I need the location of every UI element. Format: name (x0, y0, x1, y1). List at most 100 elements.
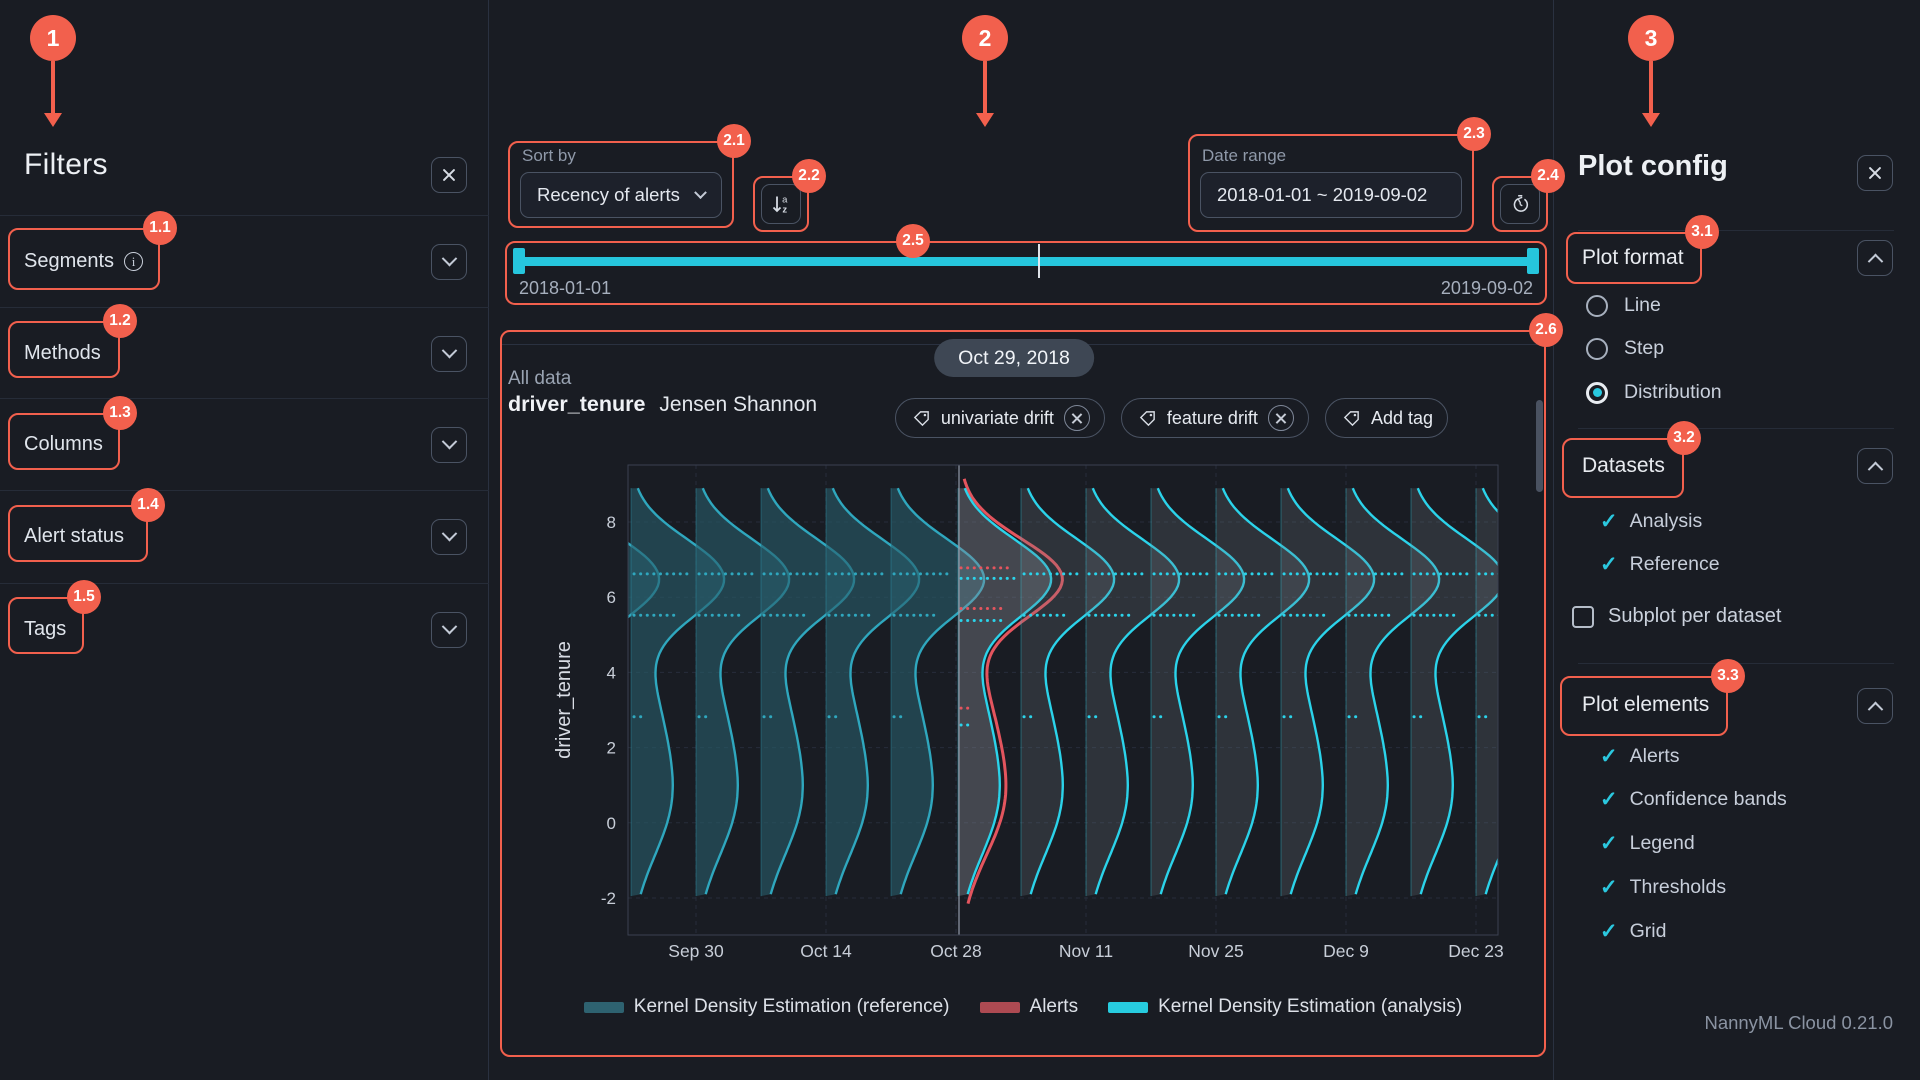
add-tag-button[interactable]: Add tag (1324, 398, 1448, 438)
annotation-badge-2.1: 2.1 (717, 124, 751, 158)
filters-panel: Filters Segments Methods Columns Alert s… (0, 0, 489, 1080)
radio-label: Step (1624, 337, 1665, 359)
dataset-reference-toggle[interactable]: ✓ Reference (1600, 553, 1720, 576)
tag-pill-univariate-drift[interactable]: univariate drift (894, 398, 1105, 438)
kde-violin (1085, 487, 1181, 897)
filter-section-segments[interactable]: Segments (0, 215, 489, 307)
date-range-input[interactable]: 2018-01-01 ~ 2019-09-02 (1200, 172, 1462, 218)
reset-date-range-button[interactable] (1500, 184, 1540, 224)
tags-expand-button[interactable] (431, 611, 467, 648)
check-label: Analysis (1629, 510, 1703, 532)
legend-item-analysis[interactable]: Kernel Density Estimation (analysis) (1108, 996, 1462, 1018)
plot-config-close-button[interactable] (1857, 155, 1893, 191)
sort-direction-button[interactable]: a z (761, 184, 801, 224)
sort-az-icon: a z (772, 195, 788, 216)
legend-label: Kernel Density Estimation (analysis) (1158, 996, 1463, 1017)
slider-handle-start[interactable] (513, 248, 525, 274)
slider-track[interactable] (518, 257, 1534, 266)
legend-swatch-analysis (1108, 1001, 1149, 1013)
dataset-analysis-toggle[interactable]: ✓ Analysis (1600, 510, 1702, 533)
plot-border (627, 464, 1499, 936)
element-grid-toggle[interactable]: ✓ Grid (1600, 920, 1666, 943)
tag-label: univariate drift (940, 407, 1054, 428)
element-thresholds-toggle[interactable]: ✓ Thresholds (1600, 876, 1726, 899)
filter-section-columns[interactable]: Columns (0, 398, 489, 490)
plot-elements-collapse-button[interactable] (1857, 688, 1893, 724)
history-reset-icon (1513, 194, 1529, 212)
filter-section-label: Tags (24, 618, 67, 640)
alert-status-expand-button[interactable] (431, 518, 467, 555)
chevron-down-icon (441, 250, 457, 267)
filter-section-alert-status[interactable]: Alert status (0, 490, 489, 582)
radio-icon[interactable] (1586, 294, 1608, 317)
chart-legend: Kernel Density Estimation (reference) Al… (500, 996, 1546, 1018)
metric-name: driver_tenure (508, 392, 646, 416)
kde-violins (628, 478, 1498, 904)
element-confidence-bands-toggle[interactable]: ✓ Confidence bands (1600, 788, 1787, 811)
slider-cursor[interactable] (1038, 244, 1041, 278)
tag-pill-feature-drift[interactable]: feature drift (1120, 398, 1309, 438)
x-tick-label: Nov 11 (1059, 941, 1113, 961)
radio-label: Distribution (1624, 381, 1722, 403)
plot-format-label: Plot format (1582, 246, 1684, 269)
legend-item-alerts[interactable]: Alerts (979, 996, 1078, 1018)
x-tick-label: Dec 23 (1448, 941, 1503, 961)
chevron-down-icon (694, 185, 707, 199)
legend-swatch-alerts (979, 1001, 1020, 1013)
slider-handle-end[interactable] (1527, 248, 1539, 274)
annotation-marker-2: 2 (962, 15, 1008, 61)
segments-expand-button[interactable] (431, 243, 467, 280)
y-tick-label: 0 (607, 814, 616, 833)
remove-tag-button[interactable] (1267, 405, 1294, 431)
datasets-label: Datasets (1582, 454, 1665, 477)
element-legend-toggle[interactable]: ✓ Legend (1600, 832, 1695, 855)
checkbox-unchecked-icon[interactable] (1572, 605, 1594, 628)
info-icon[interactable] (124, 252, 144, 271)
legend-swatch-reference (583, 1001, 624, 1013)
app-version: NannyML Cloud 0.21.0 (1704, 1012, 1893, 1033)
legend-item-reference[interactable]: Kernel Density Estimation (reference) (583, 996, 950, 1018)
sort-by-value: Recency of alerts (537, 184, 680, 205)
y-tick-label: 4 (607, 663, 616, 682)
filter-section-tags[interactable]: Tags (0, 583, 489, 675)
check-icon: ✓ (1600, 510, 1618, 533)
distribution-chart: 8 6 4 2 0 -2 Sep 30 Oct 14 Oct 28 Nov 11 Nov 25 Dec… (500, 440, 1546, 1000)
plot-config-panel: Plot config Plot format Line Step Distri… (1553, 0, 1920, 1080)
sort-by-label: Sort by (522, 146, 576, 165)
radio-icon[interactable] (1586, 337, 1608, 360)
x-tick-label: Oct 28 (930, 941, 982, 961)
filter-section-methods[interactable]: Methods (0, 307, 489, 399)
tag-label: feature drift (1166, 407, 1258, 428)
subplot-per-dataset-toggle[interactable]: Subplot per dataset (1572, 605, 1781, 628)
y-tick-label: -2 (601, 889, 616, 908)
remove-tag-button[interactable] (1063, 405, 1090, 431)
chevron-up-icon (1867, 461, 1883, 477)
check-label: Thresholds (1629, 876, 1727, 898)
svg-text:a: a (782, 195, 788, 206)
methods-expand-button[interactable] (431, 335, 467, 372)
plot-elements-label: Plot elements (1582, 693, 1710, 716)
date-range-value: 2018-01-01 ~ 2019-09-02 (1217, 184, 1428, 205)
datasets-collapse-button[interactable] (1857, 448, 1893, 484)
scrollbar-thumb[interactable] (1536, 400, 1543, 492)
radio-distribution[interactable]: Distribution (1586, 381, 1722, 404)
slider-start-date: 2018-01-01 (519, 278, 612, 298)
kde-violin (1150, 487, 1246, 897)
columns-expand-button[interactable] (431, 426, 467, 463)
chart-canvas[interactable]: 8 6 4 2 0 -2 Sep 30 Oct 14 Oct 28 Nov 11 Nov 25 Dec… (500, 440, 1546, 1000)
radio-selected-icon[interactable] (1586, 381, 1608, 404)
chevron-down-icon (441, 618, 457, 635)
y-axis-title: driver_tenure (553, 641, 575, 759)
filters-title: Filters (24, 148, 108, 181)
plot-format-collapse-button[interactable] (1857, 240, 1893, 276)
check-label: Grid (1629, 920, 1667, 942)
filters-close-button[interactable] (431, 157, 467, 193)
selected-date-tooltip: Oct 29, 2018 (934, 339, 1094, 377)
check-label: Legend (1629, 832, 1695, 854)
radio-step[interactable]: Step (1586, 337, 1664, 360)
annotation-badge-2.3: 2.3 (1457, 117, 1491, 151)
element-alerts-toggle[interactable]: ✓ Alerts (1600, 745, 1679, 768)
check-label: Alerts (1629, 745, 1680, 767)
radio-line[interactable]: Line (1586, 294, 1661, 317)
sort-by-select[interactable]: Recency of alerts (520, 172, 722, 218)
